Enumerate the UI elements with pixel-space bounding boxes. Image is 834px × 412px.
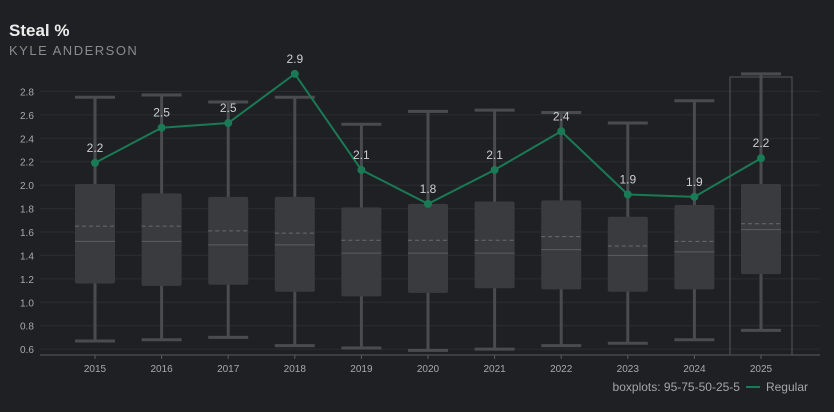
regular-legend-swatch xyxy=(745,386,760,388)
data-label: 2.2 xyxy=(753,136,770,150)
boxplot xyxy=(474,108,515,351)
x-tick-label: 2023 xyxy=(617,364,640,375)
y-tick-label: 2.8 xyxy=(20,87,34,98)
x-tick-label: 2022 xyxy=(550,364,573,375)
data-label: 2.5 xyxy=(220,101,237,115)
boxplot xyxy=(408,109,448,352)
data-label: 1.8 xyxy=(420,182,437,196)
boxplot xyxy=(75,95,115,343)
boxplot xyxy=(341,122,382,350)
y-tick-label: 2.4 xyxy=(20,134,34,145)
data-label: 1.9 xyxy=(619,173,636,187)
data-point xyxy=(357,165,366,174)
regular-legend-label: Regular xyxy=(765,380,808,394)
boxplot-box xyxy=(274,196,315,292)
boxplot-box xyxy=(741,183,781,275)
x-tick-label: 2019 xyxy=(350,364,373,375)
y-tick-label: 0.8 xyxy=(20,322,34,333)
boxplot-box xyxy=(208,196,249,285)
data-point xyxy=(757,154,765,163)
data-point xyxy=(157,123,166,132)
boxplot-box xyxy=(474,201,515,289)
chart-legend: boxplots: 95-75-50-25-5 Regular xyxy=(613,380,808,394)
boxplot-box xyxy=(341,207,382,297)
boxplot-box xyxy=(607,216,648,292)
boxplot xyxy=(541,111,582,348)
data-point xyxy=(290,69,299,78)
y-tick-label: 1.4 xyxy=(20,251,34,262)
data-label: 2.1 xyxy=(353,148,370,162)
data-point xyxy=(91,158,99,167)
y-tick-label: 2.6 xyxy=(20,111,34,122)
x-tick-label: 2020 xyxy=(417,364,440,375)
data-point xyxy=(424,199,432,208)
boxplot xyxy=(607,121,648,345)
data-label: 2.9 xyxy=(286,52,303,66)
data-label: 2.1 xyxy=(486,148,503,162)
boxplot-box xyxy=(541,200,582,290)
x-tick-label: 2017 xyxy=(217,364,240,375)
x-tick-label: 2015 xyxy=(84,364,107,375)
data-point xyxy=(690,192,699,201)
boxplot-box xyxy=(674,205,715,290)
data-point xyxy=(557,127,566,136)
boxplot xyxy=(274,95,315,348)
data-label: 1.9 xyxy=(686,175,703,189)
chart-title: Steal % xyxy=(9,21,70,40)
boxplot xyxy=(741,72,781,332)
data-point xyxy=(490,165,499,174)
chart-subtitle: KYLE ANDERSON xyxy=(9,43,139,58)
boxplot-box xyxy=(141,193,182,286)
x-tick-label: 2025 xyxy=(750,364,773,375)
boxplot xyxy=(208,100,249,339)
boxplot xyxy=(141,93,182,342)
data-point xyxy=(224,119,233,128)
y-tick-label: 1.0 xyxy=(20,298,34,309)
y-tick-label: 2.2 xyxy=(20,158,34,169)
data-label: 2.2 xyxy=(87,141,104,155)
y-tick-label: 1.2 xyxy=(20,275,34,286)
x-tick-label: 2021 xyxy=(483,364,506,375)
y-tick-label: 2.0 xyxy=(20,181,34,192)
data-label: 2.5 xyxy=(153,106,170,120)
x-tick-label: 2016 xyxy=(150,364,173,375)
data-point xyxy=(623,190,632,199)
boxplot-legend-note: boxplots: 95-75-50-25-5 xyxy=(612,380,740,394)
boxplot-box xyxy=(75,183,115,284)
boxplot xyxy=(674,99,715,342)
y-tick-label: 1.6 xyxy=(20,228,34,239)
y-tick-label: 1.8 xyxy=(20,205,34,216)
y-tick-label: 0.6 xyxy=(20,345,34,356)
boxplot-box xyxy=(408,203,448,293)
data-label: 2.4 xyxy=(553,109,570,123)
x-tick-label: 2018 xyxy=(284,364,307,375)
x-tick-label: 2024 xyxy=(683,364,706,375)
